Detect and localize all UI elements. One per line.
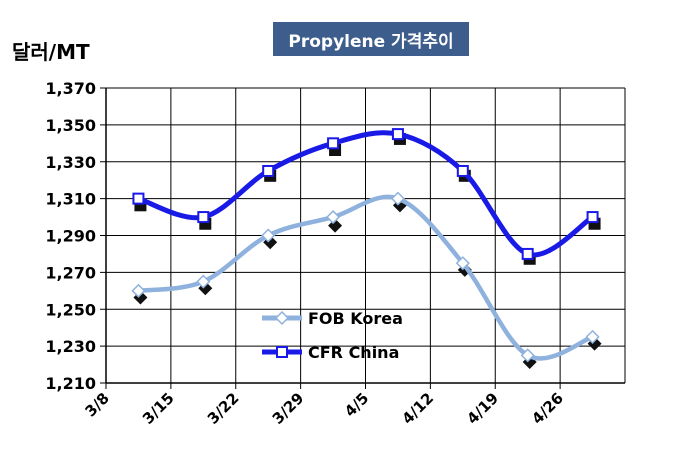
y-tick-label: 1,210 [45, 374, 96, 393]
series-point [586, 211, 599, 224]
chart-title: Propylene 가격추이 [273, 22, 469, 56]
series-point [391, 128, 404, 141]
series-point [327, 137, 340, 150]
series-point [132, 192, 145, 205]
series-point [521, 247, 534, 260]
series-point [390, 191, 405, 206]
x-tick-label: 4/5 [341, 389, 372, 420]
legend-marker [274, 310, 290, 326]
y-axis-label: 달러/MT [12, 40, 90, 64]
x-tick-label: 3/15 [139, 389, 178, 428]
series-point [262, 164, 275, 177]
series-point [585, 329, 600, 344]
series-point [261, 228, 276, 243]
legend-label: FOB Korea [308, 309, 403, 328]
legend-marker [276, 346, 288, 358]
series-point [326, 210, 341, 225]
y-tick-label: 1,310 [45, 190, 96, 209]
series-line [136, 194, 595, 361]
y-tick-label: 1,350 [45, 116, 96, 135]
y-tick-label: 1,290 [45, 227, 96, 246]
x-tick-label: 4/19 [463, 389, 502, 428]
x-tick-label: 4/12 [398, 389, 437, 428]
y-tick-label: 1,230 [45, 337, 96, 356]
series-point [131, 283, 146, 298]
x-tick-label: 3/8 [81, 389, 112, 420]
series-point [197, 211, 210, 224]
series-point [196, 274, 211, 289]
y-tick-label: 1,370 [45, 79, 96, 98]
y-tick-label: 1,270 [45, 263, 96, 282]
x-tick-label: 4/26 [528, 389, 567, 428]
x-tick-label: 3/22 [204, 389, 243, 428]
series-point [455, 256, 470, 271]
series-point [456, 164, 469, 177]
x-tick-label: 3/29 [269, 389, 308, 428]
y-tick-label: 1,250 [45, 300, 96, 319]
legend-label: CFR China [308, 343, 399, 362]
series-point [520, 348, 535, 363]
y-tick-label: 1,330 [45, 153, 96, 172]
